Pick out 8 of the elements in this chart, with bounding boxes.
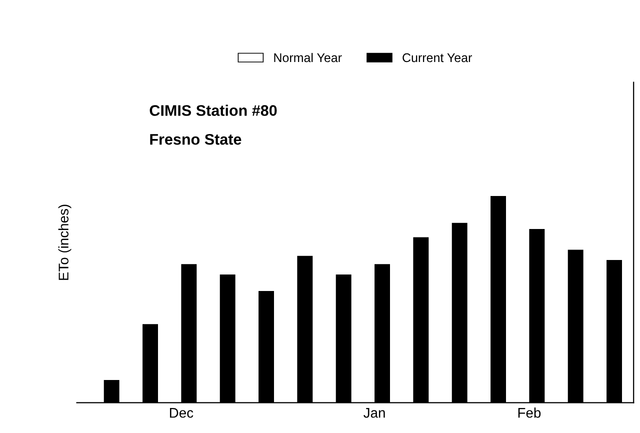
text: Fresno State <box>150 134 242 145</box>
text: CIMIS Station #80 <box>150 104 277 116</box>
x-tick-label: Jan <box>364 408 385 418</box>
y-axis-title: ETo (inches) <box>58 204 72 280</box>
legend-label: Current Year <box>402 53 472 62</box>
x-tick-label: Dec <box>170 408 194 418</box>
x-tick-label: Feb <box>518 408 541 418</box>
legend-label: Normal Year <box>274 52 342 62</box>
